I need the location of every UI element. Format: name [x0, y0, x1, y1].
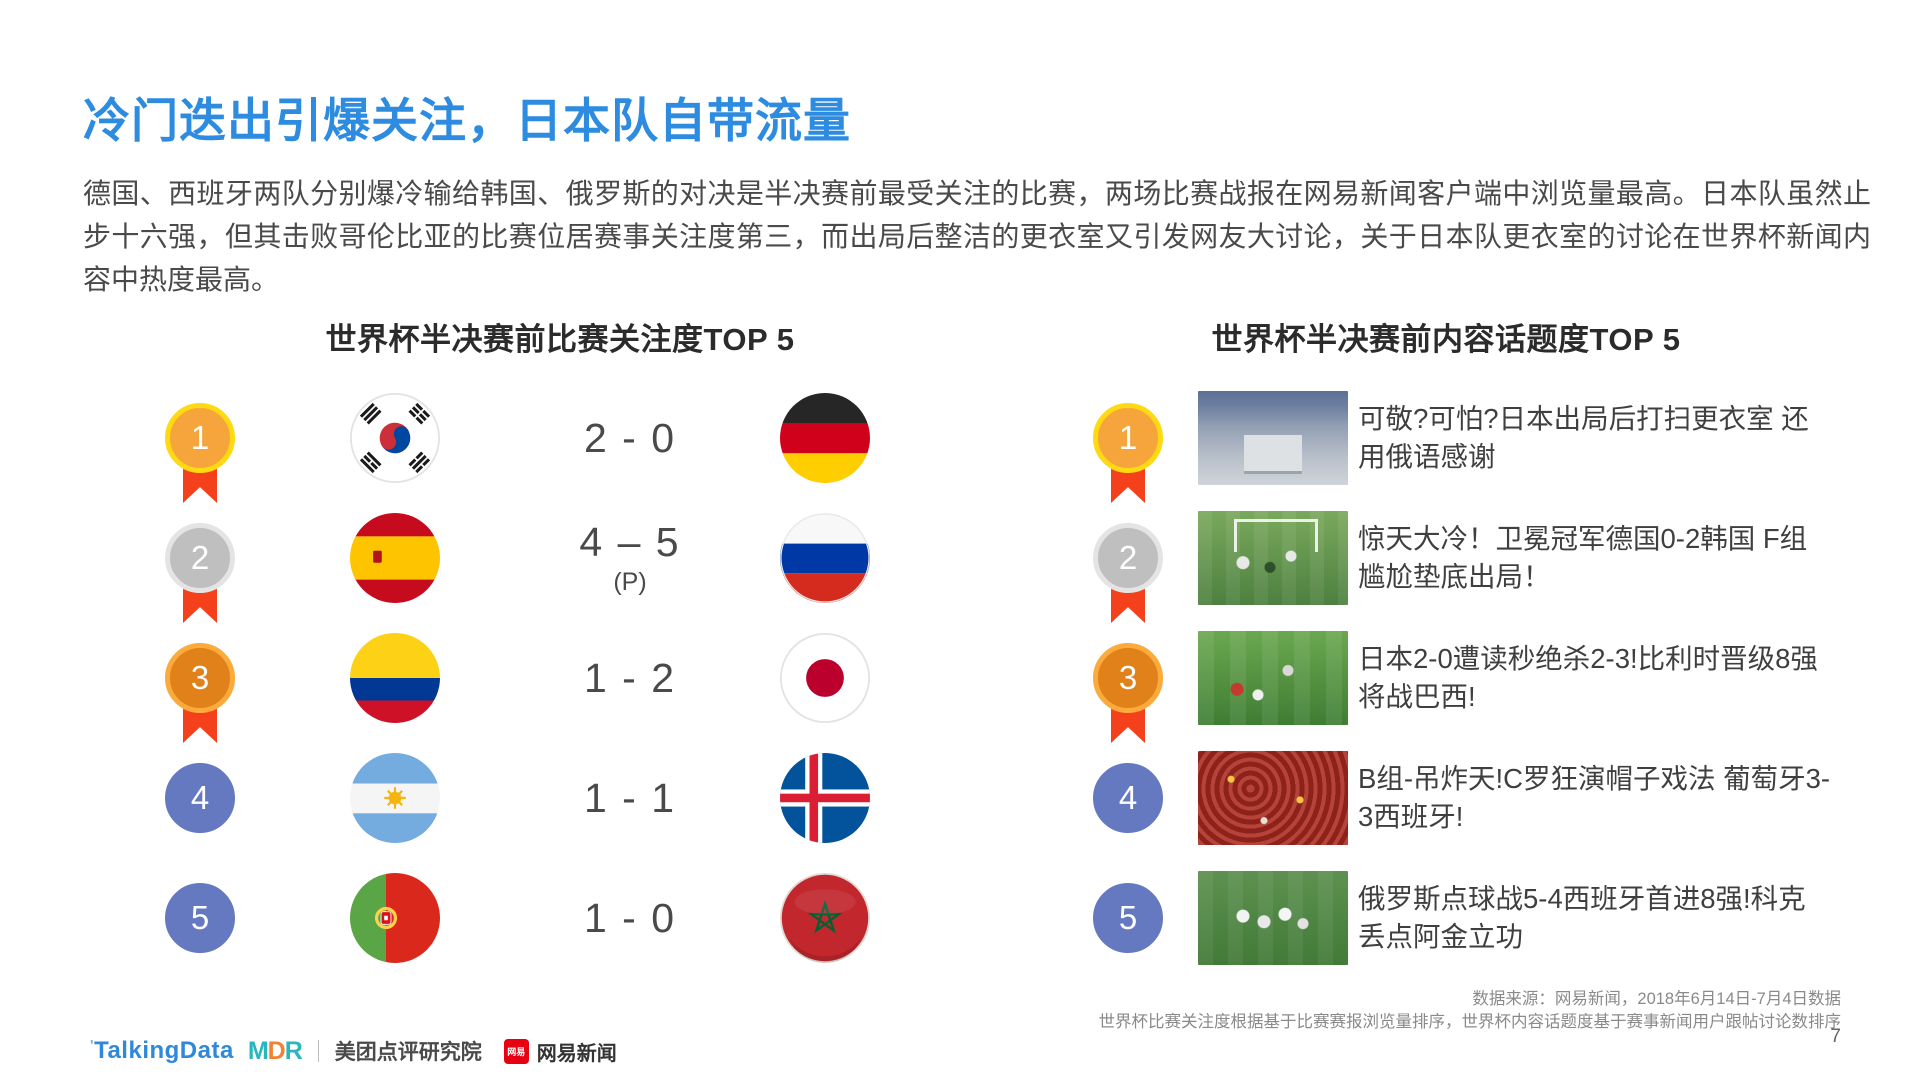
- rank-number: 4: [1093, 763, 1163, 833]
- news-row-4: 4 B组-吊炸天!C罗狂演帽子戏法 葡萄牙3-3西班牙!: [1058, 738, 1848, 858]
- right-ranking-heading: 世界杯半决赛前内容话题度TOP 5: [1211, 322, 1681, 357]
- news-headline: 可敬?可怕?日本出局后打扫更衣室 还用俄语感谢: [1358, 403, 1809, 472]
- score-cell: 4 – 5 (P): [579, 519, 680, 597]
- talkingdata-tick: ': [90, 1037, 95, 1054]
- news-headline: B组-吊炸天!C罗狂演帽子戏法 葡萄牙3-3西班牙!: [1358, 763, 1831, 832]
- flag-spain-icon: [350, 513, 440, 603]
- news-thumbnail-germany-korea: [1198, 511, 1348, 605]
- rank-2-medal-icon: 2: [1093, 523, 1163, 623]
- match-row-3: 3 1 - 2: [130, 618, 910, 743]
- rank-cell: 1: [1093, 403, 1163, 503]
- news-thumbnail-portugal-spain-fans: [1198, 751, 1348, 845]
- news-ranking-table: 1 可敬?可怕?日本出局后打扫更衣室 还用俄语感谢 2 惊天大冷！卫冕冠军德国0…: [1058, 378, 1848, 978]
- score-value: 4 – 5: [579, 519, 681, 565]
- news-thumbnail-russia-spain: [1198, 871, 1348, 965]
- score-note: (P): [613, 568, 647, 596]
- rank-2-medal-icon: 2: [165, 523, 235, 623]
- flag-colombia-icon: [350, 633, 440, 723]
- score-cell: 1 - 0: [584, 895, 676, 942]
- mdr-letter-d: D: [267, 1036, 286, 1065]
- rank-number: 2: [165, 523, 235, 593]
- footer-logos: 'TalkingData MDR 美团点评研究院 网易 网易新闻: [90, 1036, 617, 1066]
- rank-number: 2: [1093, 523, 1163, 593]
- rank-number: 3: [1093, 643, 1163, 713]
- rank-5-medal-icon: 5: [165, 883, 235, 953]
- flag-japan-icon: [780, 633, 870, 723]
- logo-divider: [317, 1040, 319, 1062]
- rank-5-medal-icon: 5: [1093, 883, 1163, 953]
- news-headline: 惊天大冷！卫冕冠军德国0-2韩国 F组尴尬垫底出局！: [1358, 523, 1808, 592]
- flag-germany-icon: [780, 393, 870, 483]
- page-title: 冷门迭出引爆关注，日本队自带流量: [83, 94, 851, 147]
- score-cell: 2 - 0: [584, 415, 676, 462]
- rank-number: 5: [165, 883, 235, 953]
- intro-paragraph: 德国、西班牙两队分别爆冷输给韩国、俄罗斯的对决是半决赛前最受关注的比赛，两场比赛…: [83, 178, 1871, 295]
- netease-news-label: 网易新闻: [536, 1042, 617, 1065]
- rank-3-medal-icon: 3: [1093, 643, 1163, 743]
- score-value: 1 - 0: [583, 894, 677, 941]
- rank-number: 5: [1093, 883, 1163, 953]
- news-row-3: 3 日本2-0遭读秒绝杀2-3!比利时晋级8强将战巴西!: [1058, 618, 1848, 743]
- rank-3-medal-icon: 3: [165, 643, 235, 743]
- flag-iceland-icon: [780, 753, 870, 843]
- rank-4-medal-icon: 4: [1093, 763, 1163, 833]
- left-ranking-heading: 世界杯半决赛前比赛关注度TOP 5: [325, 322, 795, 357]
- data-source-note: 数据来源：网易新闻，2018年6月14日-7月4日数据 世界杯比赛关注度根据基于…: [741, 988, 1842, 1034]
- meituan-research-label: 美团点评研究院: [334, 1041, 482, 1064]
- match-row-1: 1 2 - 0: [130, 378, 910, 503]
- rank-number: 4: [165, 763, 235, 833]
- talkingdata-wordmark: TalkingData: [94, 1037, 234, 1064]
- talkingdata-logo: 'TalkingData: [90, 1037, 234, 1065]
- news-thumbnail-japan-belgium: [1198, 631, 1348, 725]
- news-thumbnail-locker-room: [1198, 391, 1348, 485]
- source-line-2: 世界杯比赛关注度根据基于比赛赛报浏览量排序，世界杯内容话题度基于赛事新闻用户跟帖…: [1098, 1013, 1842, 1031]
- news-headline: 日本2-0遭读秒绝杀2-3!比利时晋级8强将战巴西!: [1358, 643, 1818, 712]
- news-row-5: 5 俄罗斯点球战5-4西班牙首进8强!科克丢点阿金立功: [1058, 858, 1848, 978]
- rank-1-medal-icon: 1: [1093, 403, 1163, 503]
- flag-argentina-icon: [350, 753, 440, 843]
- flag-russia-icon: [780, 513, 870, 603]
- score-value: 1 - 1: [583, 774, 677, 821]
- mdr-logo-icon: MDR: [247, 1036, 303, 1066]
- rank-cell: 5: [1093, 883, 1163, 953]
- news-headline: 俄罗斯点球战5-4西班牙首进8强!科克丢点阿金立功: [1358, 883, 1806, 952]
- rank-cell: 3: [1093, 643, 1163, 743]
- match-row-2: 2 4 – 5 (P): [130, 498, 910, 623]
- score-value: 2 - 0: [583, 414, 677, 461]
- score-cell: 1 - 2: [584, 655, 676, 702]
- source-line-1: 数据来源：网易新闻，2018年6月14日-7月4日数据: [1472, 990, 1841, 1008]
- mdr-letter-r: R: [284, 1036, 303, 1065]
- match-row-5: 5 1 - 0: [130, 858, 910, 978]
- news-row-1: 1 可敬?可怕?日本出局后打扫更衣室 还用俄语感谢: [1058, 378, 1848, 503]
- score-value: 1 - 2: [583, 654, 677, 701]
- flag-portugal-icon: [350, 873, 440, 963]
- rank-4-medal-icon: 4: [165, 763, 235, 833]
- match-ranking-table: 1 2 - 0 2 4 – 5 (P) 3 1 - 2 4: [130, 378, 910, 978]
- page-number: 7: [1830, 1026, 1841, 1047]
- rank-cell: 4: [1093, 763, 1163, 833]
- flag-morocco-icon: [780, 873, 870, 963]
- rank-cell: 2: [1093, 523, 1163, 623]
- mdr-letter-m: M: [247, 1036, 269, 1065]
- rank-number: 1: [165, 403, 235, 473]
- rank-number: 3: [165, 643, 235, 713]
- news-row-2: 2 惊天大冷！卫冕冠军德国0-2韩国 F组尴尬垫底出局！: [1058, 498, 1848, 623]
- netease-badge-icon: 网易: [503, 1038, 529, 1064]
- rank-1-medal-icon: 1: [165, 403, 235, 503]
- flag-south-korea-icon: [350, 393, 440, 483]
- match-row-4: 4 1 - 1: [130, 738, 910, 858]
- rank-number: 1: [1093, 403, 1163, 473]
- score-cell: 1 - 1: [584, 775, 676, 822]
